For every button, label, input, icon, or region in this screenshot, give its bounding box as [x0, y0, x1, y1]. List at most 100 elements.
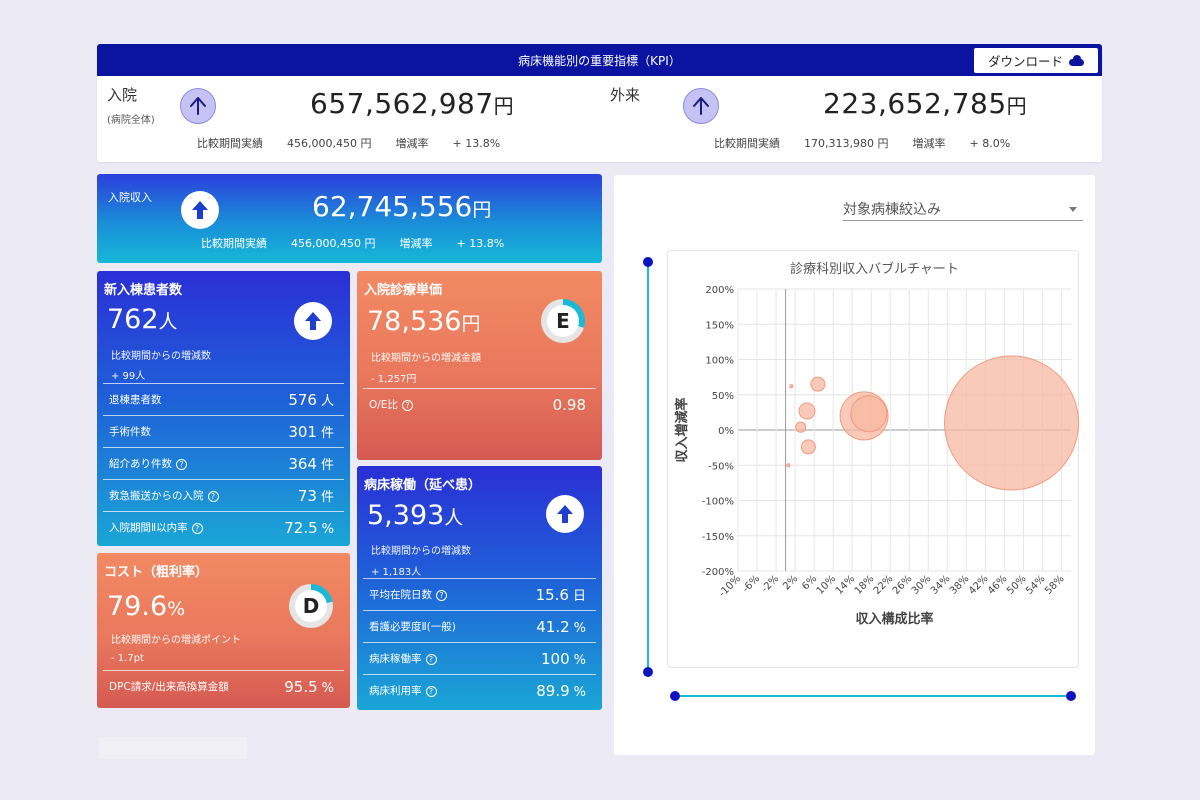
help-icon[interactable]: ?: [191, 522, 203, 534]
arrow-up-icon: [180, 88, 216, 124]
x-slider-left-handle[interactable]: [670, 691, 680, 701]
help-icon[interactable]: ?: [425, 685, 437, 697]
ward-filter-select[interactable]: 対象病棟絞込み: [843, 199, 1083, 221]
metric-unit: %: [573, 684, 586, 700]
metric-value-text: 364: [288, 455, 317, 473]
metric-row: O/E比? 0.98: [363, 388, 596, 420]
cost-value: 79.6%: [107, 591, 186, 622]
download-button[interactable]: ダウンロード: [974, 48, 1098, 73]
outpatient-rate-label: 増減率: [912, 137, 946, 150]
kpi-title-bar: 病床機能別の重要指標（KPI） ダウンロード: [97, 44, 1102, 76]
metric-label-text: 紹介あり件数: [109, 458, 172, 470]
chevron-down-icon: [1069, 207, 1077, 212]
y-tick-label: -200%: [702, 567, 734, 578]
metric-row: 救急搬送からの入院? 73 件: [103, 479, 344, 511]
new-patients-title: 新入棟患者数: [104, 283, 183, 298]
metric-value-text: 95.5: [284, 677, 318, 696]
x-tick-label: 54%: [1024, 573, 1048, 597]
y-tick-label: -100%: [702, 497, 734, 508]
metric-value-text: 41.2: [536, 617, 570, 636]
metric-value: 72.5%: [284, 519, 334, 537]
revenue-compare-label: 比較期間実績: [201, 237, 267, 250]
help-icon[interactable]: ?: [176, 458, 187, 470]
x-slider-right-handle[interactable]: [1066, 691, 1076, 701]
y-slider-top-handle[interactable]: [643, 257, 653, 267]
metric-value: 89.9%: [536, 682, 586, 700]
outpatient-compare-value: 170,313,980 円: [804, 137, 889, 150]
bubble-chart-svg: 診療科別収入バブルチャート 200% 150% 100% 50% 0% -50% -100% -…: [674, 261, 1080, 627]
inpatient-value: 657,562,987円: [310, 87, 515, 120]
arrow-up-icon: [683, 88, 719, 124]
x-tick-label: 22%: [872, 573, 896, 597]
metric-value: 301 件: [288, 422, 334, 441]
metric-label-text: DPC請求/出来高換算金額: [109, 681, 229, 693]
revenue-title: 入院収入: [108, 191, 152, 204]
bubble-point: [800, 439, 816, 455]
revenue-value: 62,745,556円: [312, 190, 492, 223]
revenue-rate-label: 増減率: [399, 237, 433, 250]
cost-sub-label: 比較期間からの増減ポイント: [111, 635, 241, 646]
metric-row: 病床利用率? 89.9%: [363, 674, 596, 706]
cost-title: コスト（粗利率）: [104, 565, 209, 580]
revenue-compare-value: 456,000,450 円: [291, 237, 376, 250]
y-tick-label: 100%: [705, 356, 734, 367]
metric-label-text: 病床利用率: [369, 685, 422, 697]
help-icon[interactable]: ?: [401, 399, 413, 411]
help-icon[interactable]: ?: [436, 589, 447, 601]
metric-label-text: O/E比: [369, 399, 398, 411]
bubble-point: [798, 402, 816, 420]
x-tick-label: 46%: [986, 573, 1010, 597]
cost-card: コスト（粗利率） 79.6% D 比較期間からの増減ポイント - 1.7pt D…: [97, 553, 350, 708]
arrow-up-icon: [546, 495, 584, 533]
download-label: ダウンロード: [987, 54, 1063, 69]
arrow-up-icon: [294, 302, 332, 340]
y-axis-label: 収入増減率: [674, 397, 690, 462]
y-tick-label: -50%: [708, 461, 734, 472]
outpatient-value: 223,652,785円: [823, 87, 1028, 120]
bed-operation-title: 病床稼働（延べ患）: [364, 478, 482, 493]
metric-label-text: 手術件数: [109, 426, 151, 438]
kpi-title: 病床機能別の重要指標（KPI）: [518, 53, 681, 68]
x-tick-label: 38%: [948, 573, 972, 597]
x-range-slider-track[interactable]: [674, 695, 1071, 697]
metric-row: 手術件数 301 件: [103, 415, 344, 447]
metric-label: 入院期間Ⅱ以内率?: [109, 520, 203, 535]
metric-unit: 人: [320, 394, 334, 409]
metric-value: 576 人: [288, 390, 334, 409]
x-tick-label: 2%: [781, 573, 800, 592]
y-range-slider-track[interactable]: [647, 261, 649, 673]
metric-value-text: 301: [288, 423, 317, 441]
y-tick-label: 0%: [718, 426, 734, 437]
y-slider-bottom-handle[interactable]: [643, 667, 653, 677]
x-tick-label: 26%: [891, 573, 915, 597]
bed-operation-value: 5,393人: [367, 500, 464, 531]
metric-row: 平均在院日数? 15.6 日: [363, 578, 596, 610]
metric-value: 15.6 日: [536, 585, 586, 604]
bed-operation-sub-value: + 1,183人: [371, 567, 422, 578]
inpatient-sublabel: (病院全体): [107, 115, 155, 126]
grade-e-label: E: [547, 305, 579, 337]
metric-row: 紹介あり件数? 364 件: [103, 447, 344, 479]
metric-unit: %: [321, 680, 334, 696]
x-tick-label: 42%: [967, 573, 991, 597]
metric-value-text: 0.98: [552, 395, 586, 414]
metric-label: DPC請求/出来高換算金額: [109, 679, 229, 694]
metric-value: 0.98: [553, 396, 586, 414]
kpi-header-panel: 病床機能別の重要指標（KPI） ダウンロード 入院 (病院全体) 657,562…: [97, 44, 1102, 162]
metric-value: 41.2%: [536, 618, 586, 636]
help-icon[interactable]: ?: [207, 490, 219, 502]
ward-filter-label: 対象病棟絞込み: [843, 202, 941, 218]
help-icon[interactable]: ?: [425, 653, 437, 665]
x-tick-label: -6%: [741, 573, 763, 595]
metric-label: 退棟患者数: [109, 392, 162, 407]
x-tick-label: 30%: [910, 573, 934, 597]
x-tick-label: 50%: [1005, 573, 1029, 597]
inpatient-kpi: 入院 (病院全体) 657,562,987円 比較期間実績 456,000,450…: [97, 76, 597, 162]
new-patients-value: 762人: [107, 304, 178, 335]
metric-label: 手術件数: [109, 424, 151, 439]
metric-row: 退棟患者数 576 人: [103, 383, 344, 415]
x-tick-label: 34%: [929, 573, 953, 597]
bubble-point: [789, 384, 794, 389]
x-axis-label: 収入構成比率: [855, 611, 933, 627]
bubble-point: [810, 376, 826, 392]
